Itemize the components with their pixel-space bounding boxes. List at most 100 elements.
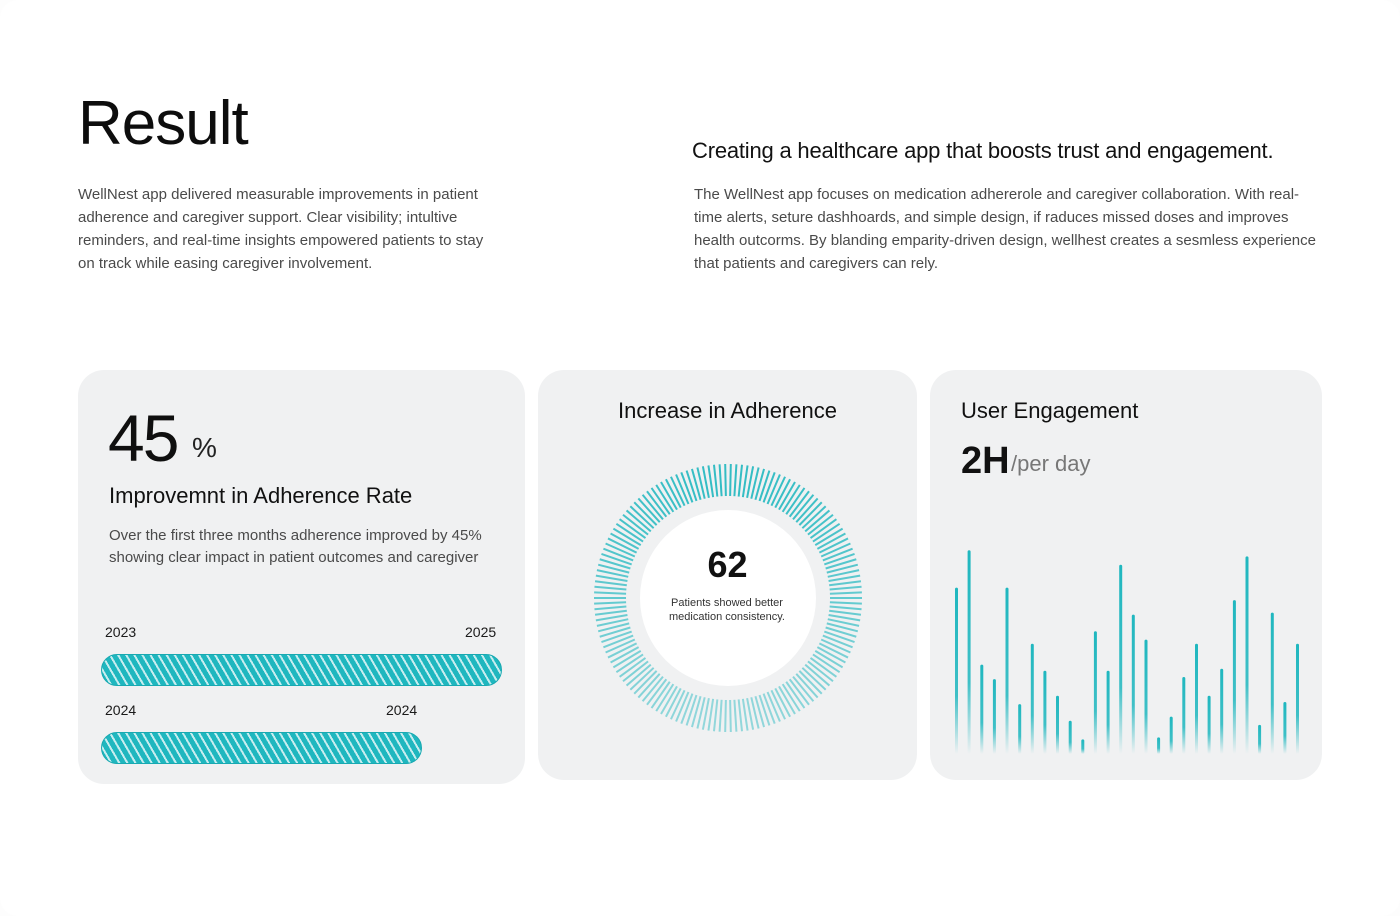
- ring-tick: [795, 497, 819, 523]
- engagement-bar: [1018, 704, 1022, 754]
- ring-tick: [801, 505, 827, 529]
- ring-tick: [825, 626, 857, 638]
- ring-tick: [680, 472, 694, 503]
- ring-tick: [603, 547, 634, 562]
- ring-tick: [707, 465, 715, 498]
- ring-tick: [596, 569, 629, 578]
- engagement-bar-chart: [955, 550, 1299, 754]
- ring-tick: [812, 653, 841, 673]
- engagement-bar: [1245, 556, 1249, 754]
- ring-tick: [804, 509, 831, 533]
- ring-tick: [675, 691, 690, 722]
- bar-1-end-label: 2025: [465, 624, 497, 640]
- ring-tick: [612, 527, 642, 547]
- ring-tick: [650, 487, 671, 515]
- engagement-bar: [1270, 612, 1274, 754]
- ring-tick: [633, 670, 658, 695]
- ring-tick: [733, 699, 738, 732]
- ring-tick: [603, 634, 634, 649]
- ring-tick: [650, 681, 671, 709]
- ring-tick: [615, 653, 644, 673]
- ring-tick: [724, 699, 727, 732]
- engagement-bar: [1207, 695, 1211, 754]
- ring-tick: [696, 467, 706, 499]
- ring-tick: [724, 464, 727, 497]
- engagement-bar: [1220, 668, 1224, 754]
- ring-tick: [829, 601, 862, 605]
- ring-tick: [750, 697, 760, 729]
- engagement-bar: [1131, 614, 1135, 754]
- ring-tick: [778, 685, 796, 715]
- ring-tick: [685, 470, 698, 502]
- ring-tick: [596, 618, 629, 627]
- ring-tick: [823, 630, 855, 644]
- engagement-bar: [1068, 720, 1072, 754]
- ring-tick: [826, 622, 859, 633]
- ring-tick: [601, 552, 633, 566]
- adherence-percent-unit: %: [192, 432, 217, 463]
- ring-tick: [597, 563, 630, 574]
- ring-tick: [822, 634, 853, 649]
- engagement-bar: [1283, 702, 1287, 754]
- ring-tick: [828, 574, 861, 582]
- ring-tick: [599, 558, 631, 570]
- ring-tick: [826, 563, 859, 574]
- ring-tick: [737, 699, 744, 732]
- ring-tick: [818, 537, 849, 554]
- engagement-bar: [1296, 643, 1299, 754]
- ring-tick: [766, 474, 781, 505]
- ring-tick: [746, 698, 755, 730]
- ring-tick: [629, 667, 655, 691]
- ring-tick: [828, 614, 861, 622]
- ring-tick: [622, 513, 649, 536]
- page-title: Result: [78, 89, 249, 158]
- ring-tick: [610, 532, 640, 550]
- ring-tick: [816, 646, 846, 664]
- ring-tick: [660, 685, 678, 715]
- ring-tick: [798, 501, 823, 526]
- engagement-bar: [1144, 639, 1148, 754]
- ring-center-disc: [640, 510, 816, 686]
- ring-tick: [718, 464, 723, 497]
- increase-adherence-title: Increase in Adherence: [618, 398, 837, 423]
- ring-tick: [665, 478, 682, 509]
- ring-tick: [822, 547, 853, 562]
- ring-tick: [637, 497, 661, 523]
- bar-2-start-label: 2024: [105, 702, 137, 718]
- ring-tick: [594, 609, 627, 616]
- ring-tick: [615, 523, 644, 543]
- ring-tick: [781, 683, 801, 712]
- ring-tick: [605, 542, 636, 558]
- ring-tick: [594, 605, 627, 611]
- ring-tick: [750, 467, 760, 499]
- engagement-bar: [1106, 670, 1110, 754]
- ring-tick: [792, 494, 815, 521]
- ring-tick: [594, 585, 627, 591]
- ring-tick: [774, 687, 791, 718]
- increase-adherence-card: Increase in Adherence 62 Patients showed…: [538, 370, 917, 780]
- ring-tick: [594, 591, 627, 595]
- ring-tick: [807, 660, 834, 683]
- engagement-bar: [1081, 739, 1085, 754]
- ring-tick: [655, 484, 675, 513]
- ring-tick: [754, 695, 765, 728]
- adherence-ring-gauge: [594, 464, 862, 732]
- ring-tick: [701, 466, 710, 498]
- bar-1-start-label: 2023: [105, 624, 137, 640]
- ring-tick: [770, 689, 786, 720]
- ring-tick: [594, 601, 627, 605]
- ring-tick: [758, 470, 771, 502]
- ring-tick: [625, 663, 652, 687]
- ring-caption: Patients showed better medication consis…: [669, 597, 785, 623]
- ring-tick: [646, 678, 668, 706]
- ring-tick: [612, 649, 642, 669]
- ring-tick: [820, 638, 851, 654]
- ring-tick: [619, 657, 647, 678]
- engagement-bar: [980, 664, 984, 754]
- engagement-value: 2H: [961, 440, 1010, 482]
- progress-bar-2023-2025: [101, 654, 502, 686]
- engagement-bar: [1030, 643, 1034, 754]
- ring-tick: [792, 675, 815, 702]
- ring-tick: [707, 698, 715, 731]
